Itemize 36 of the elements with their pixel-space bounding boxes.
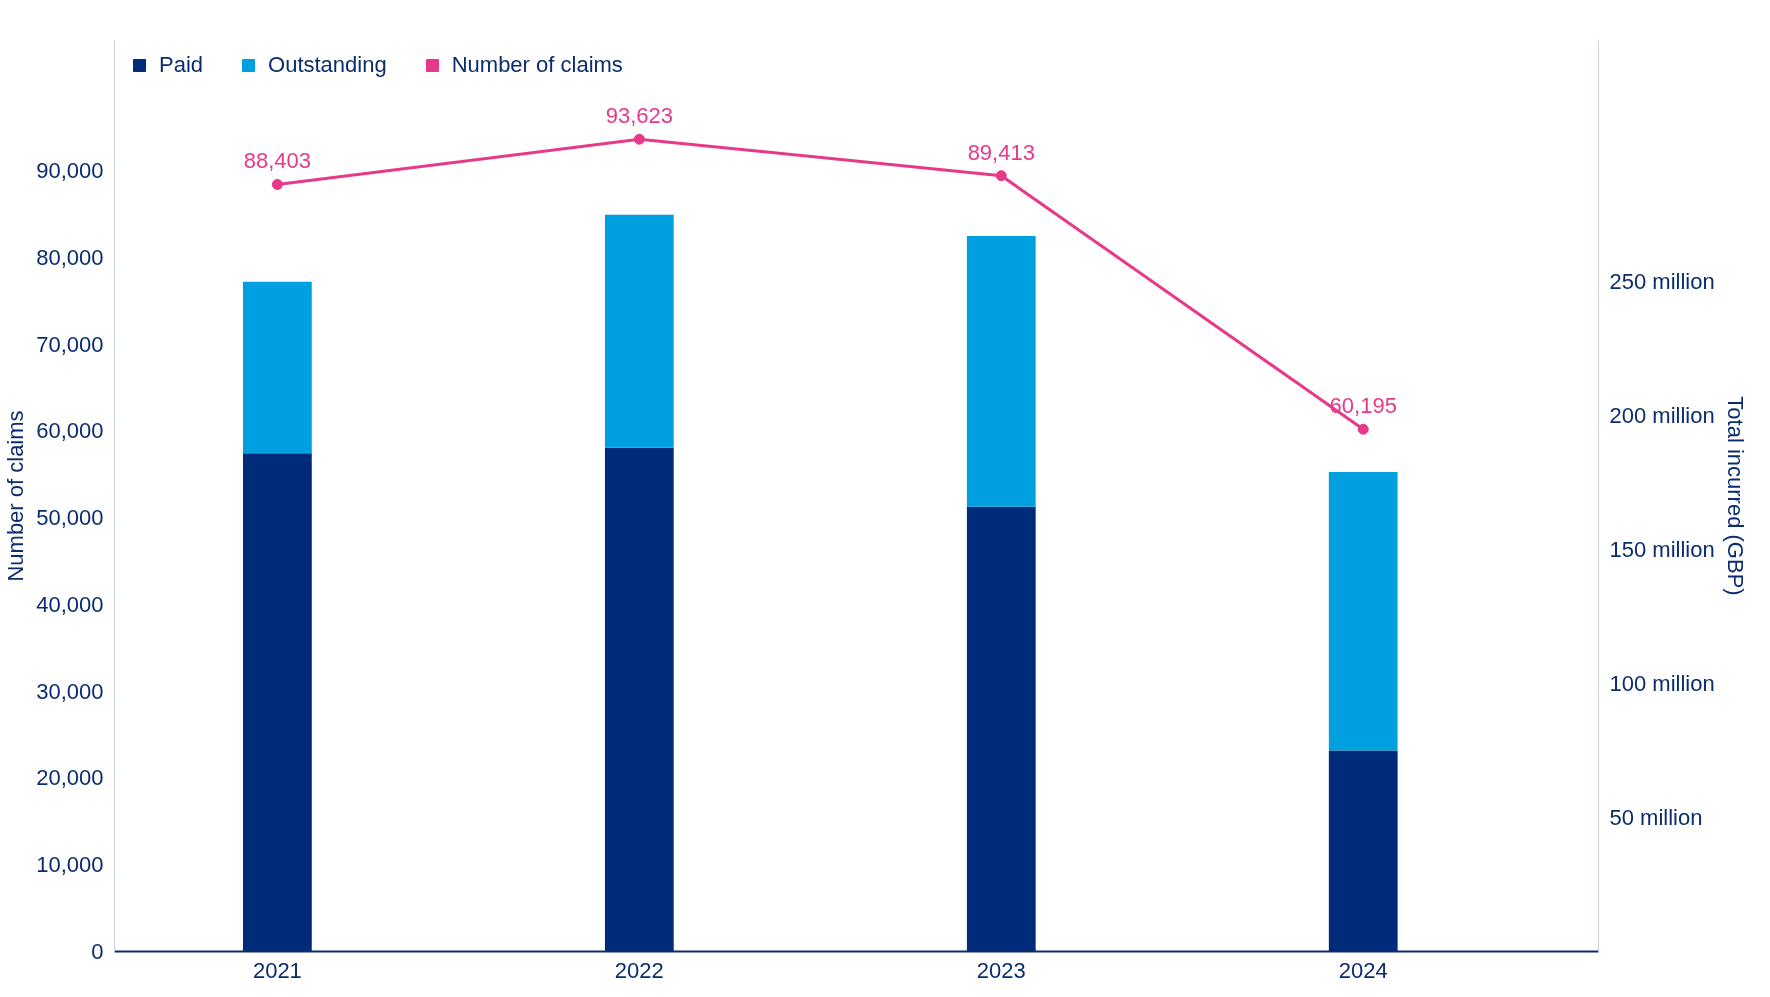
y-tick-label: 50,000: [36, 505, 104, 531]
y2-tick-label: 200 million: [1609, 403, 1715, 429]
y-tick-label: 10,000: [36, 852, 104, 878]
data-label: 88,403: [243, 148, 312, 174]
y-tick-label: 30,000: [36, 678, 104, 704]
bar: [966, 236, 1036, 507]
y2-tick-label: 100 million: [1609, 671, 1715, 697]
bar: [242, 281, 312, 454]
y-tick-label: 70,000: [36, 331, 104, 357]
y2-tick-label: 50 million: [1609, 805, 1703, 831]
y-tick-label: 40,000: [36, 591, 104, 617]
x-tick-label: 2022: [614, 957, 664, 983]
y-tick-label: 80,000: [36, 244, 104, 270]
point: [271, 179, 283, 190]
legend-label: Outstanding: [268, 52, 387, 78]
legend-label: Number of claims: [451, 52, 623, 78]
y-tick-label: 20,000: [36, 765, 104, 791]
y2-axis-title: Total incurred (GBP): [1722, 396, 1748, 596]
point: [995, 170, 1007, 182]
point: [633, 133, 645, 145]
bar: [1328, 471, 1398, 751]
point: [1357, 423, 1369, 435]
y-tick-label: 90,000: [36, 158, 104, 184]
y2-tick-label: 150 million: [1609, 537, 1715, 563]
y2-tick-label: 250 million: [1609, 269, 1715, 295]
data-label: 93,623: [605, 103, 673, 129]
data-label: 60,195: [1329, 393, 1397, 419]
x-tick-label: 2024: [1338, 957, 1388, 983]
data-label: 89,413: [967, 139, 1035, 165]
y-axis-title: Number of claims: [3, 410, 29, 582]
y-tick-label: 60,000: [36, 418, 104, 444]
x-tick-label: 2021: [252, 957, 302, 983]
x-tick-label: 2023: [976, 957, 1026, 983]
bar: [604, 214, 674, 448]
y-tick-label: 0: [91, 939, 104, 964]
legend-label: Paid: [159, 52, 204, 78]
